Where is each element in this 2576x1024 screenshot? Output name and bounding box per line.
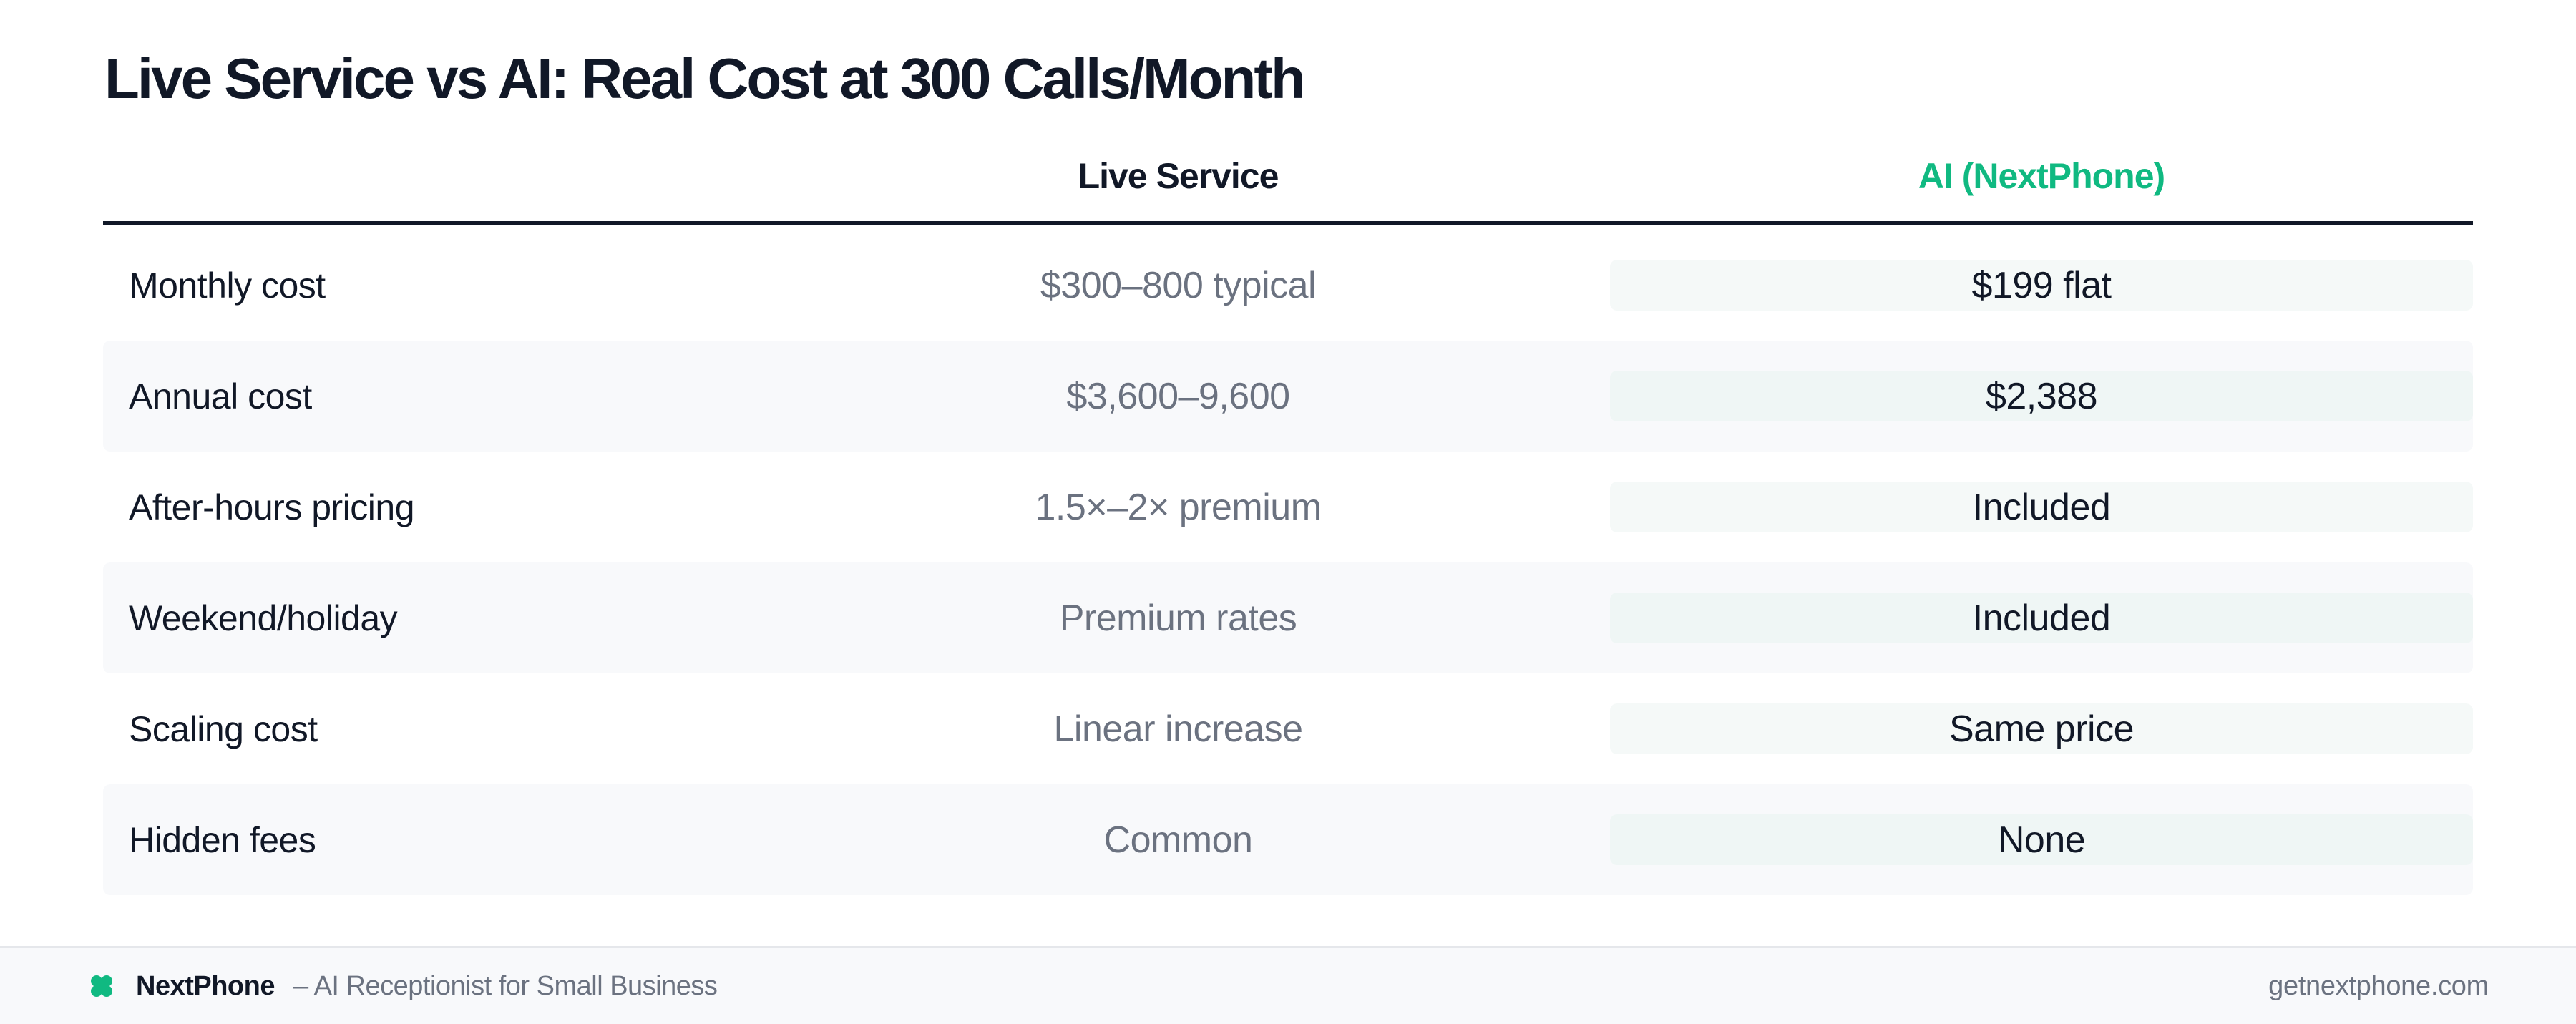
brand-name: NextPhone — [136, 970, 275, 1001]
table-body: Monthly cost $300–800 typical $199 flat … — [103, 230, 2473, 895]
table-header: Live Service AI (NextPhone) — [103, 136, 2473, 225]
ai-value: None — [1610, 814, 2473, 865]
header-live-service: Live Service — [1078, 155, 1279, 196]
live-service-value: Linear increase — [1053, 708, 1303, 750]
ai-value: Included — [1610, 482, 2473, 532]
row-label: After-hours pricing — [129, 487, 415, 527]
table-row: Scaling cost Linear increase Same price — [103, 673, 2473, 784]
table-row: Annual cost $3,600–9,600 $2,388 — [103, 341, 2473, 452]
table-row: After-hours pricing 1.5×–2× premium Incl… — [103, 452, 2473, 562]
header-ai-nextphone: AI (NextPhone) — [1918, 155, 2165, 196]
table-row: Hidden fees Common None — [103, 784, 2473, 895]
live-service-value: Premium rates — [1059, 597, 1297, 639]
table-row: Weekend/holiday Premium rates Included — [103, 562, 2473, 673]
table-row: Monthly cost $300–800 typical $199 flat — [103, 230, 2473, 341]
row-label: Scaling cost — [129, 708, 318, 749]
brand-tagline: – AI Receptionist for Small Business — [293, 970, 718, 1001]
row-label: Hidden fees — [129, 819, 316, 860]
live-service-value: $300–800 typical — [1040, 264, 1317, 306]
ai-value: Included — [1610, 593, 2473, 643]
page-title: Live Service vs AI: Real Cost at 300 Cal… — [104, 47, 1306, 110]
ai-value: $199 flat — [1610, 260, 2473, 311]
live-service-value: $3,600–9,600 — [1066, 375, 1290, 417]
row-label: Weekend/holiday — [129, 598, 398, 638]
header-feature — [103, 176, 746, 182]
website-link[interactable]: getnextphone.com — [2268, 970, 2489, 1001]
row-label: Monthly cost — [129, 265, 326, 306]
footer: NextPhone – AI Receptionist for Small Bu… — [0, 946, 2576, 1024]
ai-value: Same price — [1610, 703, 2473, 754]
four-lobe-clover-icon — [85, 970, 118, 1003]
live-service-value: 1.5×–2× premium — [1035, 486, 1322, 528]
row-label: Annual cost — [129, 376, 312, 416]
ai-value: $2,388 — [1610, 371, 2473, 421]
live-service-value: Common — [1103, 819, 1253, 861]
comparison-table: Live Service AI (NextPhone) Monthly cost… — [103, 136, 2473, 895]
footer-brand: NextPhone – AI Receptionist for Small Bu… — [85, 970, 718, 1003]
